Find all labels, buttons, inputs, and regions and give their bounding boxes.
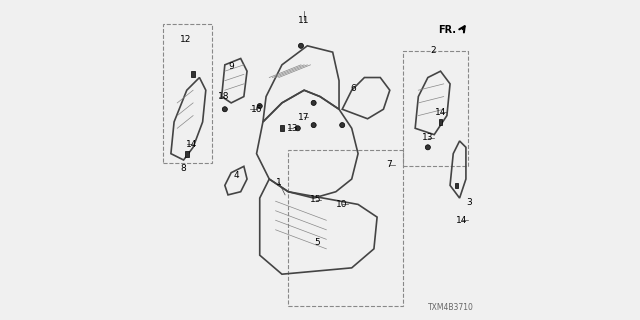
Bar bbox=[163, 24, 211, 163]
Circle shape bbox=[222, 107, 227, 112]
Bar bbox=[280, 125, 284, 131]
Text: TXM4B3710: TXM4B3710 bbox=[428, 303, 474, 312]
Text: 10: 10 bbox=[336, 200, 348, 209]
Text: 3: 3 bbox=[466, 198, 472, 207]
Text: 5: 5 bbox=[314, 238, 320, 247]
Text: 15: 15 bbox=[310, 195, 321, 204]
Circle shape bbox=[311, 100, 316, 105]
Text: 4: 4 bbox=[233, 172, 239, 180]
Circle shape bbox=[298, 43, 303, 48]
Text: 18: 18 bbox=[218, 92, 229, 101]
Text: 2: 2 bbox=[431, 46, 436, 55]
Bar bbox=[185, 151, 189, 156]
Text: 8: 8 bbox=[180, 164, 186, 173]
Text: 14: 14 bbox=[435, 108, 446, 117]
Bar bbox=[438, 119, 442, 125]
Text: 9: 9 bbox=[228, 62, 234, 71]
Bar bbox=[454, 182, 458, 188]
Text: 16: 16 bbox=[251, 105, 262, 114]
Text: FR.: FR. bbox=[438, 25, 456, 35]
Circle shape bbox=[426, 145, 430, 150]
Text: 12: 12 bbox=[180, 35, 192, 44]
Text: 14: 14 bbox=[186, 140, 197, 148]
Text: 6: 6 bbox=[351, 84, 356, 93]
Circle shape bbox=[295, 126, 300, 131]
Circle shape bbox=[257, 104, 262, 108]
Text: 11: 11 bbox=[298, 16, 309, 25]
Circle shape bbox=[311, 123, 316, 128]
Circle shape bbox=[340, 123, 345, 128]
Text: 13: 13 bbox=[422, 133, 434, 142]
Bar bbox=[403, 51, 467, 166]
Text: 7: 7 bbox=[387, 160, 392, 169]
Text: 17: 17 bbox=[298, 113, 309, 122]
Text: 13: 13 bbox=[287, 124, 299, 133]
Bar bbox=[191, 71, 195, 77]
Bar bbox=[288, 150, 403, 306]
Text: 1: 1 bbox=[276, 178, 282, 187]
Text: 14: 14 bbox=[456, 216, 468, 225]
